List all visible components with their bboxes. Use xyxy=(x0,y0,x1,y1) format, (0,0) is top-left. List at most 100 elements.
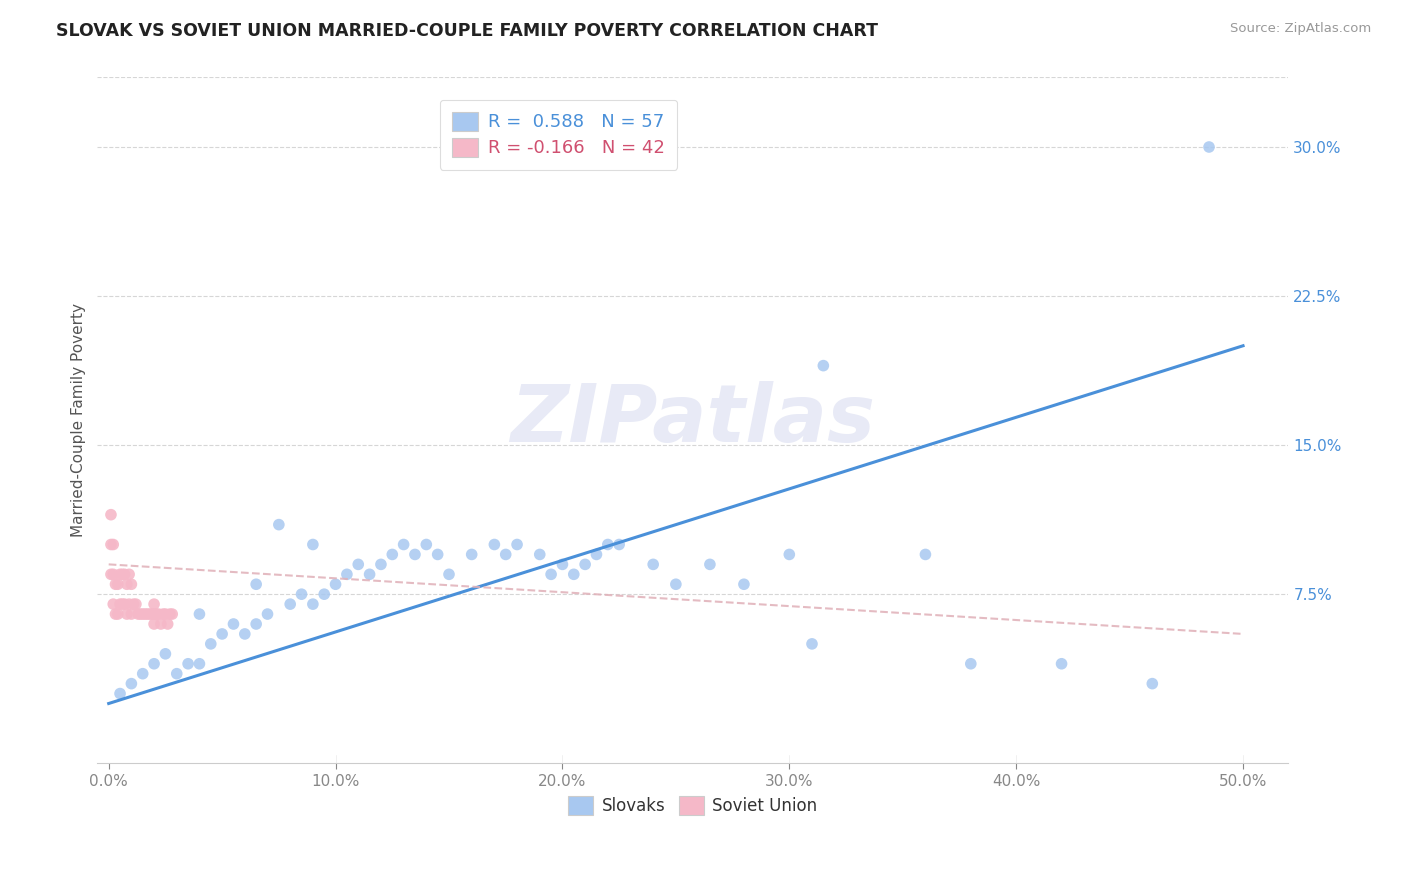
Point xyxy=(129,607,152,621)
Point xyxy=(607,537,630,551)
Point xyxy=(245,617,267,632)
Point xyxy=(114,597,136,611)
Point xyxy=(359,567,381,582)
Point xyxy=(120,676,142,690)
Point xyxy=(506,537,529,551)
Point xyxy=(1142,676,1164,690)
Point xyxy=(336,567,359,582)
Point xyxy=(256,607,278,621)
Point xyxy=(347,558,370,572)
Text: ZIPatlas: ZIPatlas xyxy=(510,381,876,459)
Point xyxy=(1198,140,1220,154)
Point xyxy=(160,607,183,621)
Point xyxy=(733,577,755,591)
Point xyxy=(188,657,211,671)
Text: Source: ZipAtlas.com: Source: ZipAtlas.com xyxy=(1230,22,1371,36)
Point xyxy=(149,617,172,632)
Point xyxy=(143,617,166,632)
Point xyxy=(290,587,312,601)
Point xyxy=(159,607,181,621)
Point xyxy=(801,637,824,651)
Point xyxy=(108,687,131,701)
Point xyxy=(370,558,392,572)
Point xyxy=(302,597,325,611)
Point xyxy=(188,607,211,621)
Point xyxy=(245,577,267,591)
Legend: Slovaks, Soviet Union: Slovaks, Soviet Union xyxy=(560,788,825,823)
Point xyxy=(103,537,125,551)
Point xyxy=(437,567,460,582)
Point xyxy=(1050,657,1073,671)
Point xyxy=(166,666,188,681)
Point xyxy=(136,607,159,621)
Point xyxy=(125,597,148,611)
Point xyxy=(120,577,142,591)
Point xyxy=(111,597,134,611)
Point xyxy=(148,607,170,621)
Point xyxy=(108,567,131,582)
Point xyxy=(484,537,506,551)
Point xyxy=(222,617,245,632)
Point xyxy=(813,359,835,373)
Point xyxy=(100,508,122,522)
Point xyxy=(104,607,127,621)
Point xyxy=(143,597,166,611)
Point xyxy=(914,548,936,562)
Point xyxy=(392,537,415,551)
Point xyxy=(778,548,800,562)
Point xyxy=(574,558,596,572)
Point xyxy=(495,548,517,562)
Point xyxy=(415,537,437,551)
Point xyxy=(100,537,122,551)
Point xyxy=(104,577,127,591)
Point xyxy=(114,567,136,582)
Point xyxy=(120,607,142,621)
Point xyxy=(404,548,426,562)
Point xyxy=(134,607,156,621)
Point xyxy=(152,607,174,621)
Point xyxy=(115,577,138,591)
Point xyxy=(302,537,325,551)
Point xyxy=(141,607,163,621)
Point xyxy=(211,627,233,641)
Point xyxy=(143,607,166,621)
Point xyxy=(132,666,155,681)
Point xyxy=(585,548,607,562)
Point xyxy=(643,558,665,572)
Point xyxy=(143,657,166,671)
Point xyxy=(426,548,449,562)
Point xyxy=(103,567,125,582)
Point xyxy=(132,607,155,621)
Point xyxy=(233,627,256,641)
Point xyxy=(107,577,129,591)
Point xyxy=(460,548,482,562)
Point xyxy=(200,637,222,651)
Point xyxy=(103,597,125,611)
Point xyxy=(325,577,347,591)
Point xyxy=(665,577,688,591)
Text: SLOVAK VS SOVIET UNION MARRIED-COUPLE FAMILY POVERTY CORRELATION CHART: SLOVAK VS SOVIET UNION MARRIED-COUPLE FA… xyxy=(56,22,879,40)
Point xyxy=(122,597,145,611)
Point xyxy=(562,567,585,582)
Point xyxy=(156,617,179,632)
Point xyxy=(145,607,167,621)
Point xyxy=(267,517,290,532)
Point xyxy=(118,567,141,582)
Point xyxy=(529,548,551,562)
Point xyxy=(108,597,131,611)
Point xyxy=(115,607,138,621)
Point xyxy=(138,607,160,621)
Point xyxy=(127,607,149,621)
Point xyxy=(959,657,981,671)
Point xyxy=(107,607,129,621)
Point xyxy=(381,548,404,562)
Point xyxy=(596,537,619,551)
Point xyxy=(278,597,301,611)
Point xyxy=(551,558,574,572)
Y-axis label: Married-Couple Family Poverty: Married-Couple Family Poverty xyxy=(72,303,86,537)
Point xyxy=(155,647,177,661)
Point xyxy=(177,657,200,671)
Point xyxy=(540,567,562,582)
Point xyxy=(314,587,336,601)
Point xyxy=(111,567,134,582)
